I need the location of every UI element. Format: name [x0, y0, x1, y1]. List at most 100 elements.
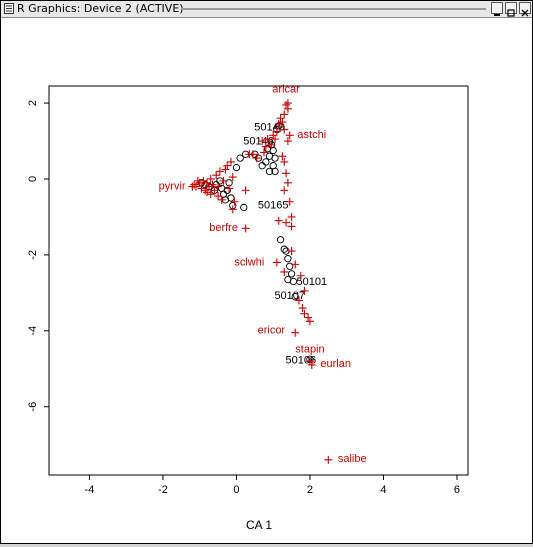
species-point: [217, 195, 226, 204]
site-point: [265, 167, 274, 176]
species-point: [280, 267, 289, 276]
y-tick-label: -2: [27, 250, 39, 260]
species-point: [283, 178, 292, 187]
species-point: [214, 182, 223, 191]
species-label: stapin: [295, 344, 324, 356]
species-label: berfre: [209, 222, 238, 234]
minimize-button[interactable]: [491, 2, 503, 16]
site-point: [236, 154, 244, 162]
species-point: [197, 184, 206, 193]
site-point: [232, 163, 241, 172]
species-point: [278, 152, 287, 161]
species-point: [241, 224, 250, 233]
species-point: [274, 119, 283, 128]
x-tick-label: 0: [233, 484, 239, 496]
site-point: [286, 262, 294, 270]
species-point: [199, 176, 208, 185]
species-point: [283, 99, 292, 108]
site-point: [280, 245, 288, 253]
species-point: [215, 167, 224, 176]
species-point: [226, 157, 235, 166]
species-point: [285, 131, 294, 140]
species-point: [305, 357, 314, 366]
species-point: [267, 140, 276, 149]
species-point: [228, 173, 237, 182]
species-point: [195, 178, 204, 187]
species-point: [272, 258, 281, 267]
species-point: [274, 216, 283, 225]
species-point: [221, 165, 230, 174]
site-label: 50146: [243, 136, 274, 148]
y-tick-label: 2: [27, 100, 39, 106]
species-point: [190, 180, 199, 189]
species-point: [219, 176, 228, 185]
species-point: [223, 161, 232, 170]
species-label: eurlan: [320, 358, 351, 370]
species-point: [263, 135, 272, 144]
site-point: [284, 275, 292, 284]
site-label: 50107: [274, 290, 305, 302]
y-tick-label: -6: [27, 402, 39, 412]
site-point: [223, 186, 231, 195]
site-point: [276, 236, 285, 244]
site-point: [258, 162, 266, 170]
x-tick-label: -4: [85, 484, 95, 496]
x-tick-label: 2: [307, 484, 313, 496]
species-point: [204, 182, 213, 191]
maximize-button[interactable]: [505, 2, 517, 17]
site-point: [287, 270, 296, 278]
site-label: 50106: [285, 354, 316, 366]
species-label: pyrvir: [159, 180, 186, 192]
title-bar[interactable]: R Graphics: Device 2 (ACTIVE): [1, 1, 532, 18]
plot-marks: 501495014650165501015010750106aricarastc…: [159, 84, 367, 465]
close-button[interactable]: [519, 2, 531, 17]
species-point: [258, 137, 267, 146]
window-menu-icon[interactable]: [4, 3, 14, 14]
species-point: [280, 125, 289, 134]
species-point: [225, 184, 234, 193]
x-tick-label: -2: [158, 484, 168, 496]
ca-biplot: -4 -2 0 2 4 6-6-4-202 50149501465016550101501…: [27, 84, 469, 532]
species-point: [271, 135, 280, 144]
species-label: astchi: [297, 129, 326, 141]
minimize-icon: [494, 14, 500, 16]
species-point: [212, 171, 221, 180]
species-point: [188, 182, 197, 191]
species-point: [307, 360, 316, 369]
species-label: aricar: [272, 84, 300, 96]
species-point: [201, 186, 210, 195]
species-point: [210, 186, 219, 195]
species-point: [252, 154, 261, 163]
species-point: [285, 197, 294, 206]
species-point: [278, 118, 287, 127]
species-point: [241, 186, 250, 195]
species-point: [214, 192, 223, 201]
species-point: [208, 180, 217, 189]
species-label: sclwhi: [234, 256, 264, 268]
x-axis-label: CA 1: [246, 518, 272, 532]
x-tick-label: 6: [454, 484, 460, 496]
species-point: [298, 304, 307, 313]
maximize-icon: [507, 9, 515, 17]
species-point: [283, 137, 292, 146]
species-point: [248, 150, 257, 159]
plot-box: [48, 85, 469, 476]
species-point: [305, 317, 314, 326]
close-icon: [521, 9, 529, 17]
species-point: [304, 313, 313, 322]
species-point: [300, 309, 309, 318]
species-point: [287, 222, 296, 231]
site-point: [269, 146, 277, 155]
species-point: [203, 178, 212, 187]
species-point: [269, 131, 278, 140]
species-point: [280, 157, 289, 166]
site-point: [271, 154, 279, 162]
site-label: 50165: [258, 199, 289, 211]
species-point: [206, 174, 215, 183]
site-point: [240, 203, 248, 212]
species-point: [282, 100, 291, 109]
species-point: [272, 127, 281, 136]
species-point: [261, 142, 270, 151]
species-point: [296, 271, 305, 280]
